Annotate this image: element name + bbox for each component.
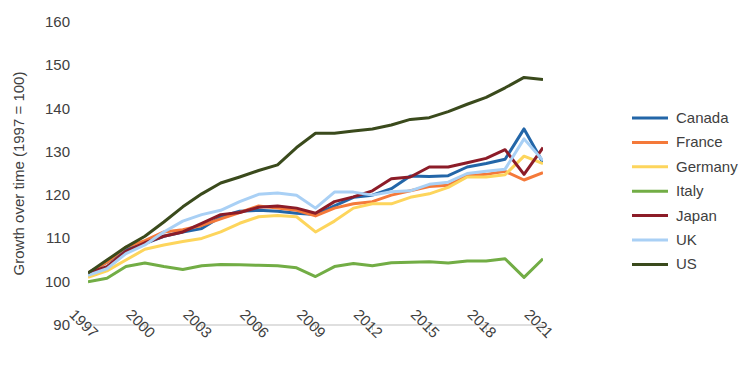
legend-swatch <box>632 239 668 242</box>
x-tick-label: 2015 <box>408 306 444 342</box>
series-line <box>88 139 543 275</box>
legend-label: Canada <box>676 109 729 126</box>
chart-svg: 9010011012013014015016019972000200320062… <box>0 0 754 386</box>
series-line <box>88 77 543 273</box>
legend-swatch <box>632 263 668 266</box>
x-tick-label: 2000 <box>123 306 159 342</box>
legend-label: Germany <box>676 158 738 175</box>
series-line <box>88 148 543 274</box>
series-line <box>88 171 543 273</box>
legend-label: US <box>676 255 697 272</box>
x-tick-label: 2018 <box>464 306 500 342</box>
legend-label: Italy <box>676 182 704 199</box>
y-tick <box>83 65 88 66</box>
legend-label: France <box>676 133 723 150</box>
y-tick <box>83 108 88 109</box>
legend: Canada France Germany Italy Japan UK US <box>632 109 738 272</box>
legend-swatch <box>632 117 668 120</box>
plot-lines <box>88 77 543 281</box>
legend-label: UK <box>676 231 697 248</box>
legend-swatch <box>632 141 668 144</box>
x-tick-label: 2003 <box>180 306 216 342</box>
series-line <box>88 156 543 277</box>
x-tick-label: 1997 <box>66 306 102 342</box>
y-tick <box>83 281 88 282</box>
series-line <box>88 129 543 273</box>
y-tick <box>83 22 88 23</box>
legend-swatch <box>632 214 668 217</box>
y-tick-label: 140 <box>45 100 70 117</box>
series-line <box>88 259 543 282</box>
y-tick-label: 130 <box>45 143 70 160</box>
x-tick-label: 2009 <box>294 306 330 342</box>
y-tick-label: 100 <box>45 273 70 290</box>
legend-label: Japan <box>676 207 717 224</box>
x-tick-label: 2006 <box>237 306 273 342</box>
y-axis-label: Growth over time (1997 = 100) <box>10 72 27 276</box>
y-tick <box>83 195 88 196</box>
x-tick-label: 2012 <box>351 306 387 342</box>
y-tick-label: 120 <box>45 186 70 203</box>
chart-root: 9010011012013014015016019972000200320062… <box>0 0 754 386</box>
legend-swatch <box>632 190 668 193</box>
legend-swatch <box>632 165 668 168</box>
y-tick-label: 160 <box>45 13 70 30</box>
y-tick-label: 150 <box>45 56 70 73</box>
y-tick <box>83 151 88 152</box>
x-tick-label: 2021 <box>521 306 557 342</box>
y-tick <box>83 238 88 239</box>
y-tick-label: 110 <box>46 229 70 246</box>
